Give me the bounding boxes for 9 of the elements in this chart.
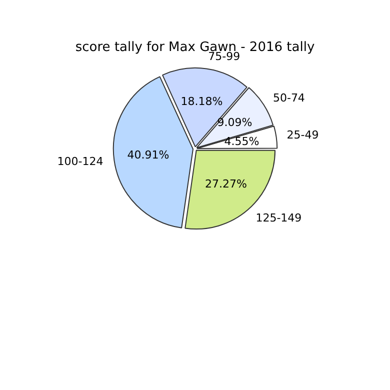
data-label: 40.91% (127, 148, 170, 162)
slice-label: 100-124 (57, 154, 104, 168)
data-label: 18.18% (180, 94, 223, 108)
data-label: 4.55% (224, 134, 260, 148)
slice-label: 125-149 (256, 212, 302, 225)
data-label: 9.09% (217, 116, 252, 130)
data-label: 27.27% (204, 177, 247, 190)
slice-label: 25-49 (286, 128, 319, 142)
slice-label: 50-74 (272, 92, 305, 105)
